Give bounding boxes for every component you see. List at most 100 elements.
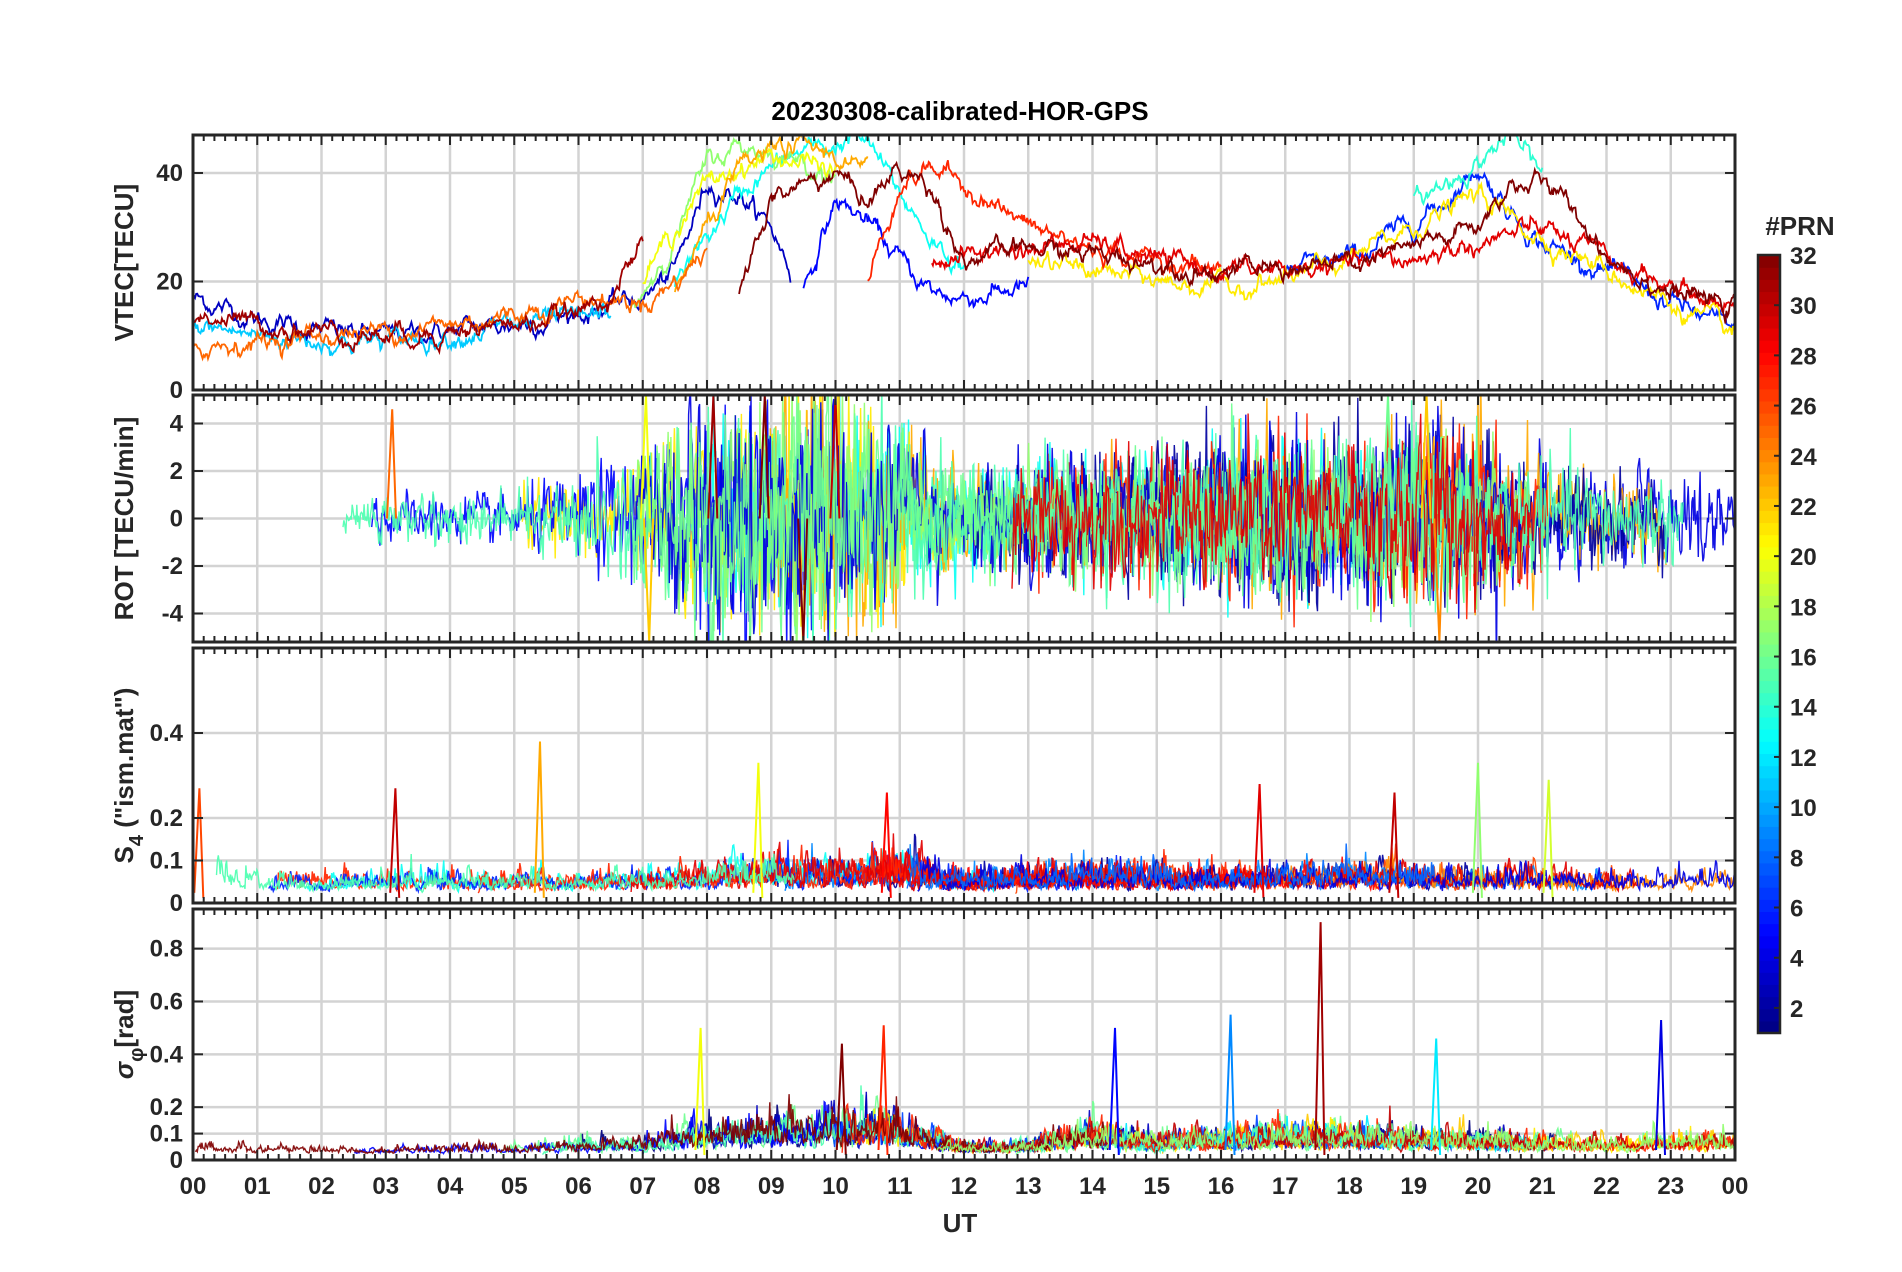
colorbar-segment <box>1758 510 1780 524</box>
colorbar-tick-label: 14 <box>1790 695 1817 722</box>
colorbar-segment <box>1758 644 1780 657</box>
colorbar-segment <box>1758 352 1780 366</box>
colorbar-segment <box>1758 449 1780 463</box>
colorbar-segment <box>1758 838 1780 852</box>
spike-prn-12 <box>1430 1038 1442 1156</box>
y-tick-label: 0.2 <box>150 805 183 832</box>
x-tick-label: 04 <box>437 1173 464 1200</box>
y-tick-label: 0 <box>170 377 183 404</box>
y-tick-label: 0 <box>170 890 183 917</box>
y-tick-label: 0.2 <box>150 1094 183 1121</box>
colorbar-tick-label: 6 <box>1790 896 1803 923</box>
colorbar-tick-label: 2 <box>1790 996 1803 1023</box>
series-line-prn-16 <box>630 395 1503 642</box>
series-line-prn-31 <box>193 235 644 356</box>
spike-prn-23 <box>533 741 545 898</box>
colorbar-segment <box>1758 741 1780 755</box>
x-tick-label: 19 <box>1400 1173 1427 1200</box>
panel-vtec: 0 20 40 VTEC[TECU] <box>109 133 1737 404</box>
colorbar-tick-label: 22 <box>1790 494 1817 521</box>
spike-prn-20 <box>694 1027 706 1156</box>
colorbar-segment <box>1758 571 1780 584</box>
spike-prn-9 <box>1224 1014 1236 1156</box>
series-line-prn-8 <box>906 843 1436 893</box>
colorbar-tick-label: 18 <box>1790 594 1817 621</box>
x-tick-label: 22 <box>1593 1173 1620 1200</box>
colorbar-segment <box>1758 704 1780 718</box>
colorbar-tick-label: 32 <box>1790 243 1817 270</box>
panel-data <box>193 135 1735 363</box>
x-tick-label: 06 <box>565 1173 592 1200</box>
series-line-prn-20 <box>642 147 837 285</box>
panel-sigma_phi: 00.10.20.40.60.8σφ[rad] <box>109 907 1737 1174</box>
y-tick-label: 20 <box>156 268 183 295</box>
colorbar-segment <box>1758 279 1780 293</box>
x-tick-label: 12 <box>951 1173 978 1200</box>
y-tick-label: 0 <box>170 506 183 533</box>
colorbar-segment <box>1758 327 1780 341</box>
y-tick-label: 0.4 <box>150 1041 184 1068</box>
colorbar-segment <box>1758 619 1780 633</box>
colorbar-tick-label: 30 <box>1790 293 1817 320</box>
colorbar-tick-label: 20 <box>1790 544 1817 571</box>
x-tick-label: 08 <box>694 1173 721 1200</box>
spike-prn-32 <box>835 1043 847 1156</box>
spike-prn-25 <box>386 409 397 519</box>
colorbar-segment <box>1758 485 1780 499</box>
spike-prn-20 <box>639 395 651 519</box>
series-line-prn-25 <box>193 247 708 363</box>
x-tick-label: 21 <box>1529 1173 1556 1200</box>
x-tick-labels: 00 01 02 03 04 05 06 07 08 09 10 11 12 13 14 15 16 17 18 19… <box>180 1173 1749 1200</box>
series-line-prn-13 <box>674 135 965 288</box>
y-label-main: σ <box>109 1060 139 1079</box>
colorbar-segment <box>1758 777 1780 791</box>
spike-prn-31 <box>1314 922 1326 1156</box>
spike-prn-30 <box>1388 792 1400 898</box>
colorbar-segment <box>1758 802 1780 815</box>
y-axis-label-s4: S4 ("ism.mat") <box>109 688 148 864</box>
y-label-sub: 4 <box>126 834 148 846</box>
panel-ticks <box>192 648 1736 904</box>
x-axis-label: UT <box>943 1208 978 1238</box>
colorbar-tick-label: 8 <box>1790 845 1803 872</box>
colorbar-segment <box>1758 789 1780 803</box>
colorbar-segment <box>1758 947 1780 961</box>
x-tick-label: 00 <box>1722 1173 1749 1200</box>
colorbar-segment <box>1758 461 1780 475</box>
colorbar-segment <box>1758 546 1780 560</box>
colorbar-segment <box>1758 814 1780 827</box>
series-line-prn-21 <box>1027 180 1735 336</box>
colorbar-segment <box>1758 716 1780 730</box>
colorbar-segment <box>1758 996 1780 1010</box>
spike-prn-4 <box>1655 1019 1666 1156</box>
colorbar-segment <box>1758 376 1780 390</box>
y-axis-label-vtec: VTEC[TECU] <box>109 184 139 341</box>
y-tick-label: 0.8 <box>150 936 183 963</box>
colorbar-segment <box>1758 315 1780 329</box>
spike-prn-24 <box>1433 518 1445 642</box>
x-tick-label: 07 <box>629 1173 656 1200</box>
colorbar-segment <box>1758 753 1780 767</box>
colorbar-segment <box>1758 534 1780 548</box>
y-label-rest: ("ism.mat") <box>109 688 139 835</box>
colorbar-segment <box>1758 680 1780 694</box>
colorbar-segment <box>1758 340 1780 353</box>
colorbar-segment <box>1758 935 1780 949</box>
colorbar-segment <box>1758 498 1780 511</box>
x-tick-label: 11 <box>887 1173 912 1200</box>
colorbar-segment <box>1758 267 1780 280</box>
x-tick-label: 09 <box>758 1173 785 1200</box>
colorbar-segment <box>1758 923 1780 937</box>
series-line-prn-15 <box>215 853 795 894</box>
colorbar-segment <box>1758 911 1780 925</box>
panel-data <box>342 395 1735 642</box>
colorbar-segment <box>1758 595 1780 609</box>
y-label-main: S <box>109 846 139 863</box>
spike-prn-32 <box>797 518 809 642</box>
colorbar-segment <box>1758 400 1780 414</box>
colorbar-segment <box>1758 826 1780 840</box>
colorbar-segment <box>1758 960 1780 973</box>
spike-prn-5 <box>1108 1027 1120 1156</box>
x-tick-label: 13 <box>1015 1173 1042 1200</box>
